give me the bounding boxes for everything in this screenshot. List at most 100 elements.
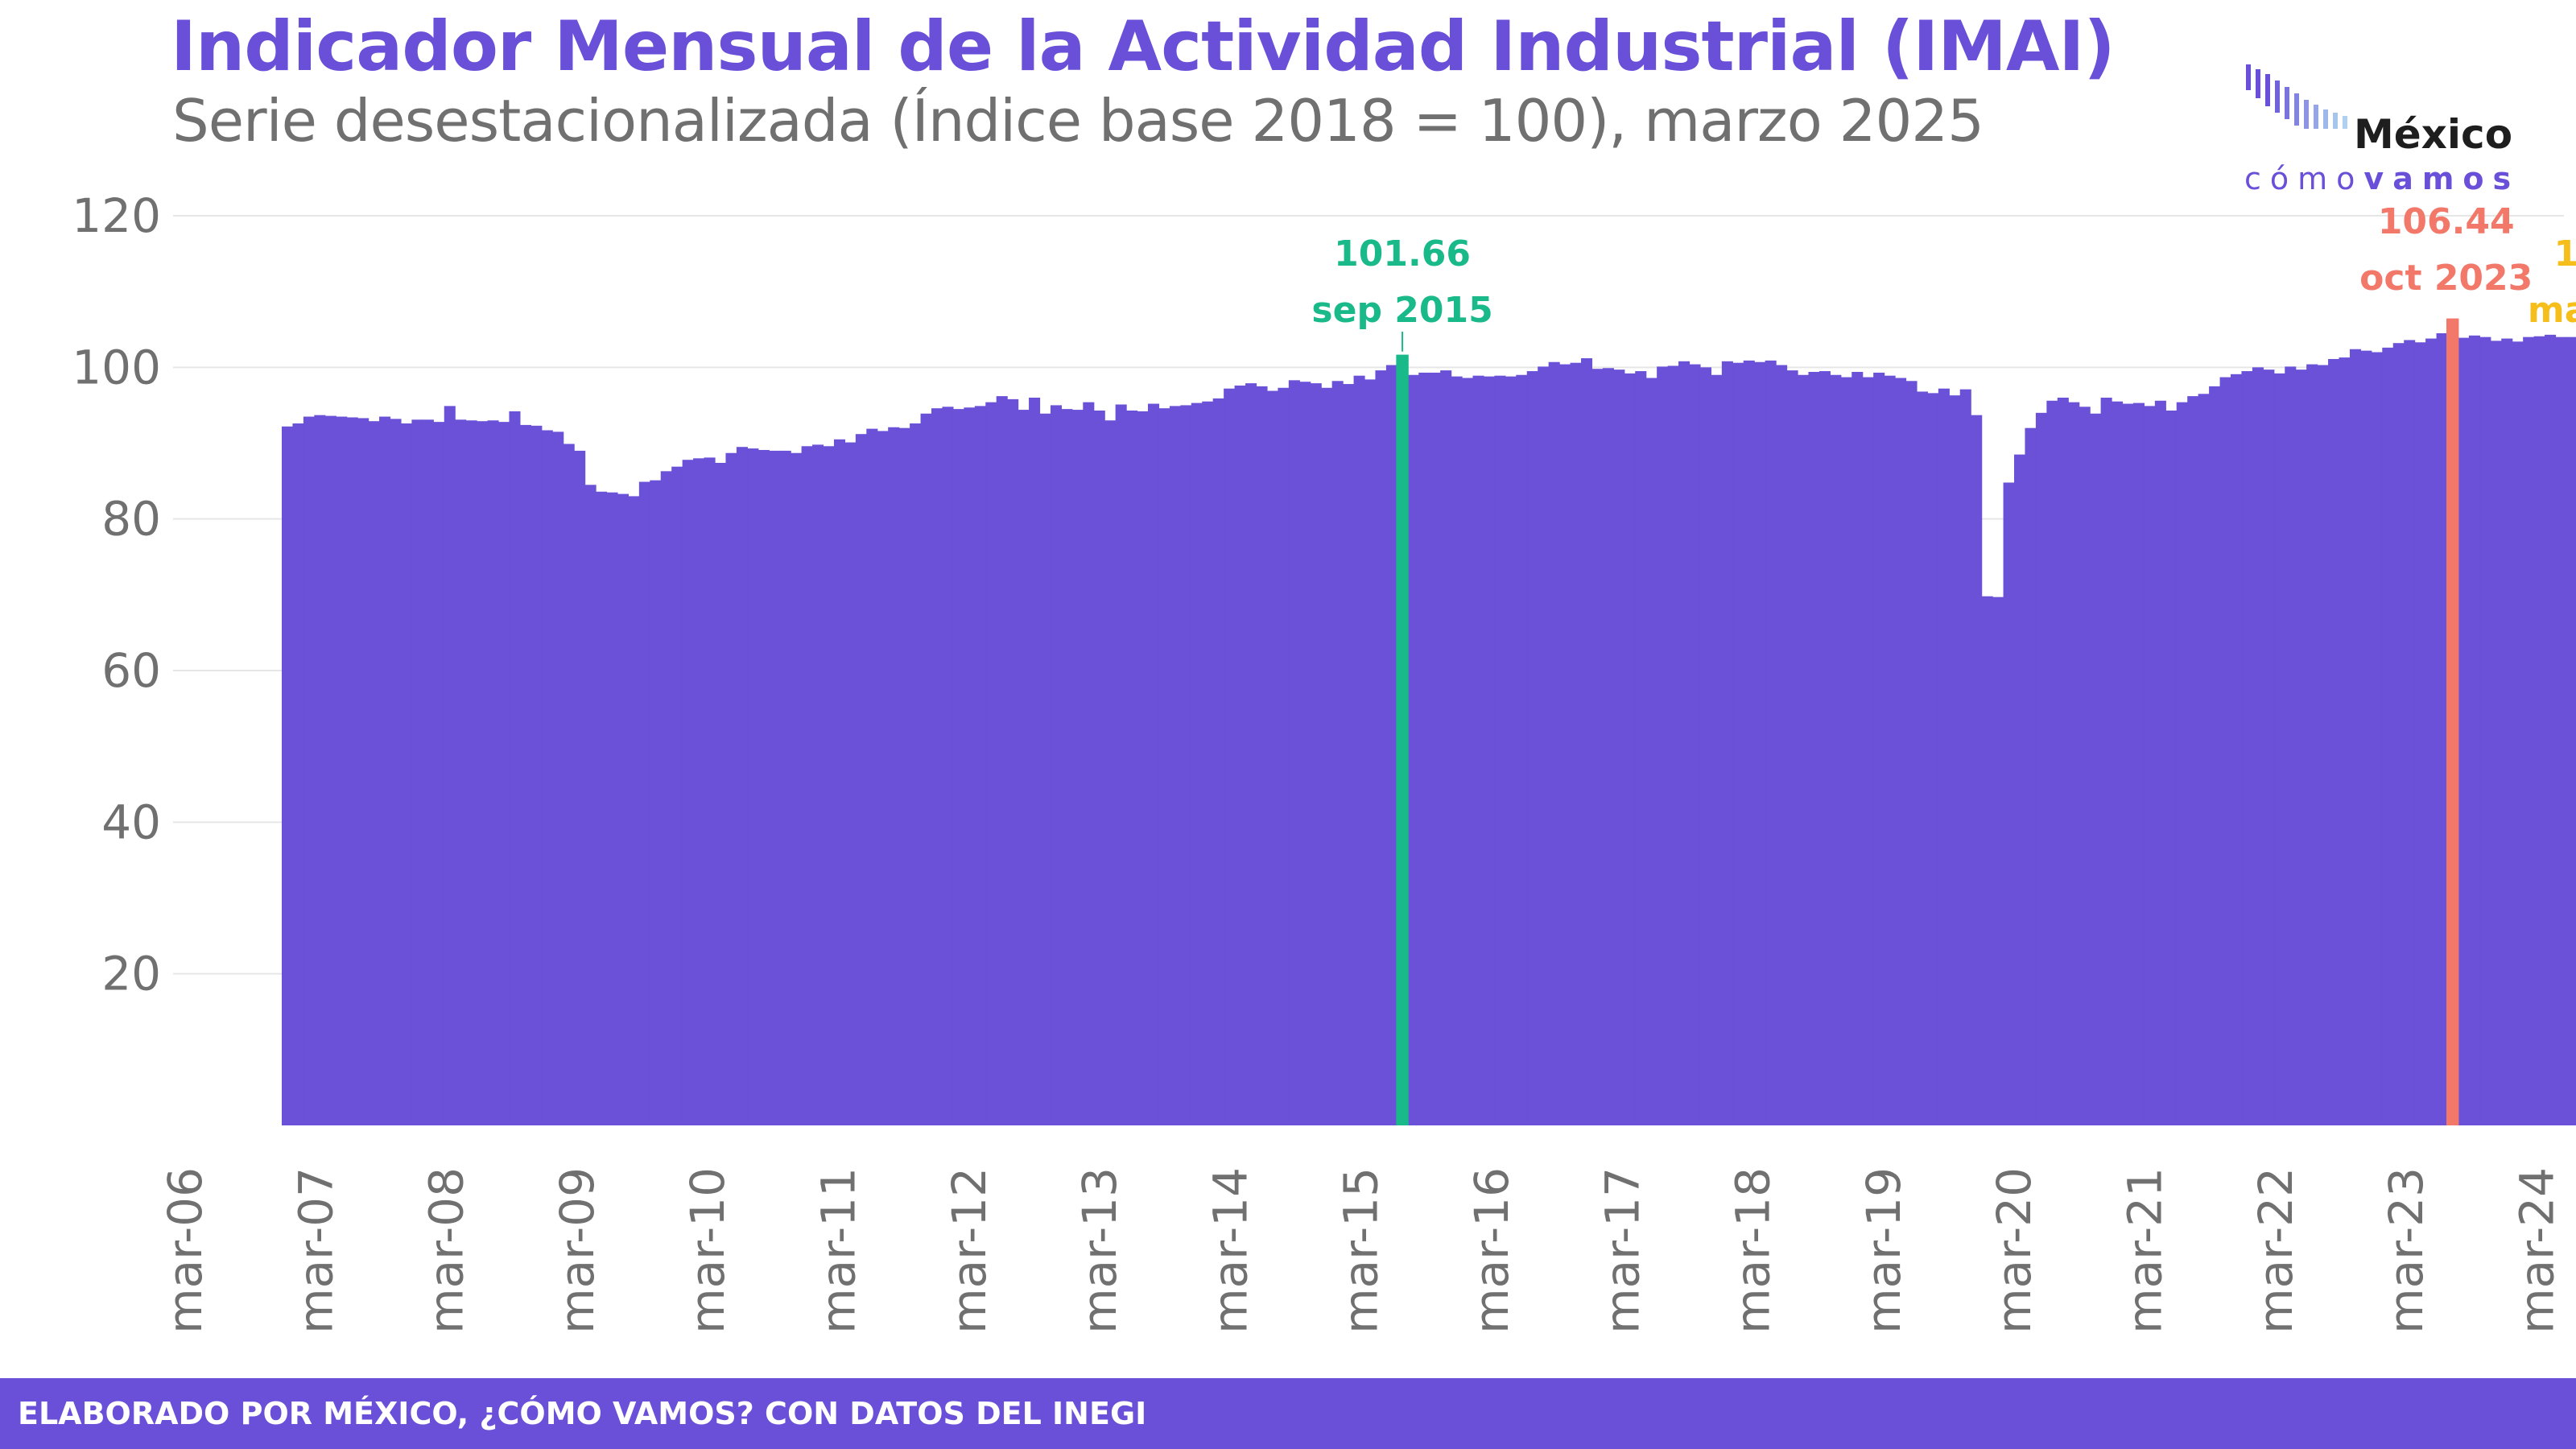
bar: [1852, 371, 1864, 1125]
bar: [2057, 398, 2069, 1125]
bar: [1971, 415, 1983, 1125]
bar: [1895, 378, 1907, 1125]
bar: [1711, 374, 1723, 1125]
bar: [1385, 365, 1397, 1126]
bar: [985, 402, 997, 1125]
bar: [1093, 411, 1105, 1126]
bar: [2112, 401, 2124, 1125]
bar: [1624, 373, 1636, 1125]
bar: [2349, 349, 2361, 1125]
bar: [477, 421, 489, 1125]
y-tick-label: 100: [72, 340, 161, 394]
bar: [2132, 402, 2145, 1125]
bar: [1039, 413, 1051, 1125]
bar: [1234, 385, 1246, 1125]
bar: [2003, 482, 2015, 1125]
logo-tag-bold: vamos: [2363, 161, 2520, 196]
bar: [2046, 400, 2058, 1125]
bar: [1321, 387, 1333, 1126]
bar: [1331, 381, 1344, 1125]
bar: [1472, 375, 1484, 1126]
bar: [292, 423, 304, 1125]
chart-title: Indicador Mensual de la Actividad Indust…: [171, 6, 2116, 87]
bar: [2068, 402, 2080, 1125]
bar: [769, 450, 781, 1125]
x-tick-label: mar-15: [1334, 1167, 1389, 1334]
bar: [2241, 371, 2253, 1126]
bar: [1137, 411, 1149, 1125]
bar: [1776, 365, 1788, 1126]
bar: [1538, 366, 1550, 1125]
bar: [736, 447, 748, 1125]
bar: [2025, 427, 2037, 1125]
bar: [1873, 372, 1885, 1125]
bar: [1830, 374, 1842, 1125]
bar: [444, 406, 456, 1125]
bar: [888, 427, 900, 1125]
bar: [2231, 374, 2243, 1125]
bar: [1083, 402, 1095, 1125]
logo-name: México: [2354, 111, 2513, 158]
bar: [563, 444, 575, 1125]
bar: [1158, 408, 1170, 1125]
x-tick-label: mar-06: [158, 1167, 213, 1334]
bar: [996, 396, 1008, 1125]
bar: [1505, 376, 1517, 1126]
x-tick-label: mar-17: [1595, 1167, 1649, 1334]
bar: [1743, 360, 1755, 1125]
x-tick-label: mar-19: [1856, 1167, 1911, 1334]
bar: [1798, 374, 1810, 1125]
bar: [465, 420, 477, 1125]
bar: [2371, 352, 2383, 1125]
bar: [715, 462, 727, 1125]
bar: [779, 450, 791, 1125]
bar: [1266, 390, 1278, 1125]
x-tick-label: mar-22: [2248, 1167, 2303, 1334]
bar: [498, 422, 510, 1125]
bar: [1818, 371, 1831, 1126]
bar: [1840, 377, 1852, 1125]
bar: [1581, 358, 1593, 1125]
bar: [509, 411, 521, 1125]
x-tick-label: mar-08: [419, 1167, 474, 1334]
bar: [574, 450, 586, 1125]
annotation-period-label: mar 2025: [2528, 290, 2576, 331]
bar: [2209, 386, 2221, 1125]
bar: [1278, 387, 1290, 1126]
bar: [1256, 386, 1268, 1125]
bar: [368, 421, 380, 1125]
bar: [1786, 370, 1798, 1126]
bar: [1635, 371, 1647, 1126]
bar: [920, 413, 932, 1125]
bar: [390, 419, 402, 1125]
bar: [433, 422, 445, 1125]
bar: [2328, 358, 2340, 1126]
bar: [2154, 400, 2166, 1125]
bar: [455, 419, 467, 1125]
bar: [855, 434, 867, 1125]
bar: [2263, 369, 2275, 1125]
bar: [2392, 343, 2405, 1125]
bar: [2339, 357, 2351, 1125]
bar: [2468, 335, 2480, 1125]
bar: [1148, 403, 1160, 1125]
bar: [1061, 409, 1073, 1125]
bar: [411, 419, 423, 1125]
bar: [1451, 376, 1463, 1126]
bar: [1483, 376, 1495, 1126]
bar: [952, 409, 964, 1125]
bar: [422, 419, 434, 1125]
bar: [1245, 383, 1257, 1125]
bar: [1440, 370, 1452, 1126]
bar: [1429, 372, 1441, 1125]
bar: [552, 431, 564, 1125]
highlight-bar: [1396, 354, 1409, 1125]
x-tick-label: mar-18: [1726, 1167, 1781, 1334]
bar: [931, 408, 943, 1125]
y-tick-label: 120: [72, 188, 161, 243]
annotation-value-label: 106.44: [2378, 201, 2515, 242]
bar: [1407, 374, 1419, 1125]
bar: [357, 418, 369, 1125]
bar: [1494, 375, 1506, 1126]
bar: [2198, 394, 2210, 1126]
